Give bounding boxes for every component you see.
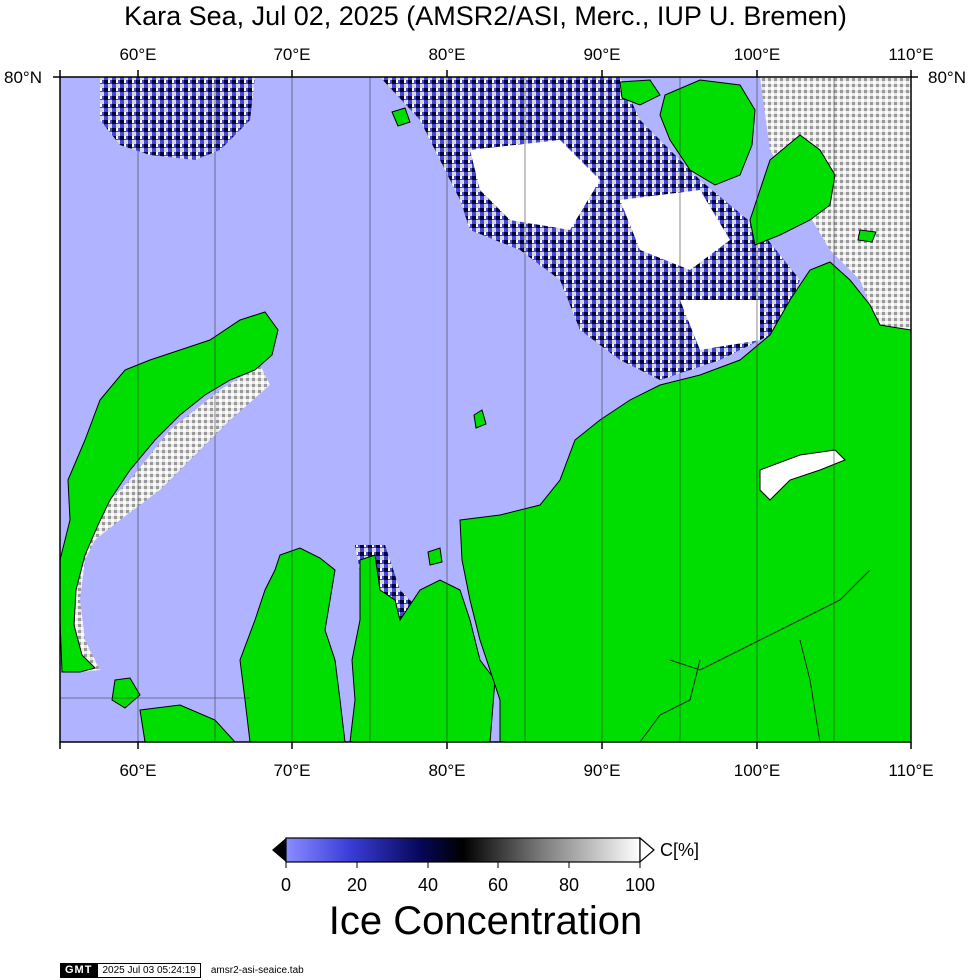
colorbar-tick-60: 60 xyxy=(487,875,509,895)
colorbar-high-arrow xyxy=(639,836,655,864)
colorbar xyxy=(272,836,655,868)
colorbar-tick-100: 100 xyxy=(624,875,656,895)
land-yamal xyxy=(239,547,346,742)
colorbar-title: Ice Concentration xyxy=(328,899,643,943)
land-small-island-4 xyxy=(857,229,877,243)
land-vaygach xyxy=(111,677,141,709)
lon-label-bottom-90: 90°E xyxy=(583,761,620,780)
sea-ice-white-patches xyxy=(470,140,760,350)
land-southwest-mainland xyxy=(139,704,236,742)
map-title: Kara Sea, Jul 02, 2025 (AMSR2/ASI, Merc.… xyxy=(124,1,847,31)
lon-label-bottom-60: 60°E xyxy=(119,761,156,780)
land-severnaya-zemlya-1 xyxy=(659,79,756,186)
lon-label-top-80: 80°E xyxy=(428,45,465,64)
graticule xyxy=(60,77,835,742)
lon-label-bottom-70: 70°E xyxy=(273,761,310,780)
lake-taymyr xyxy=(759,449,846,501)
lon-label-top-70: 70°E xyxy=(273,45,310,64)
land-small-island-1 xyxy=(391,107,411,127)
frame-ticks xyxy=(53,70,918,749)
lon-label-bottom-80: 80°E xyxy=(428,761,465,780)
colorbar-gradient xyxy=(285,837,641,863)
colorbar-unit: C[%] xyxy=(660,840,700,860)
land-small-island-3 xyxy=(427,547,443,566)
river-lines xyxy=(639,569,871,742)
colorbar-low-arrow xyxy=(272,838,286,862)
lat-label-left-80: 80°N xyxy=(4,68,42,87)
lat-label-right-80: 80°N xyxy=(928,68,966,87)
script-name: amsr2-asi-seaice.tab xyxy=(210,964,304,976)
gmt-logo: GMT xyxy=(60,962,98,978)
lon-label-top-90: 90°E xyxy=(583,45,620,64)
lon-label-bottom-110: 110°E xyxy=(888,761,933,780)
sea-ice-novaya-zemlya-east xyxy=(65,365,270,672)
footer: GMT 2025 Jul 03 05:24:19 amsr2-asi-seaic… xyxy=(60,962,304,978)
lon-label-top-110: 110°E xyxy=(888,45,933,64)
colorbar-tick-40: 40 xyxy=(417,875,439,895)
lon-label-top-60: 60°E xyxy=(119,45,156,64)
land-gydan xyxy=(349,554,496,742)
lon-label-bottom-100: 100°E xyxy=(734,761,781,780)
colorbar-tick-80: 80 xyxy=(558,875,580,895)
sea-ice-north xyxy=(100,77,255,160)
map-border xyxy=(59,76,912,743)
land-novaya-zemlya xyxy=(60,311,279,673)
land-small-island-2 xyxy=(473,409,487,429)
land-severnaya-zemlya-2 xyxy=(749,134,836,246)
lon-label-top-100: 100°E xyxy=(734,45,781,64)
colorbar-tick-20: 20 xyxy=(346,875,368,895)
timestamp: 2025 Jul 03 05:24:19 xyxy=(97,962,201,978)
map-frame xyxy=(59,76,912,743)
land-taymyr xyxy=(459,261,911,742)
colorbar-tick-0: 0 xyxy=(280,875,292,895)
land-severnaya-zemlya-3 xyxy=(619,79,661,106)
